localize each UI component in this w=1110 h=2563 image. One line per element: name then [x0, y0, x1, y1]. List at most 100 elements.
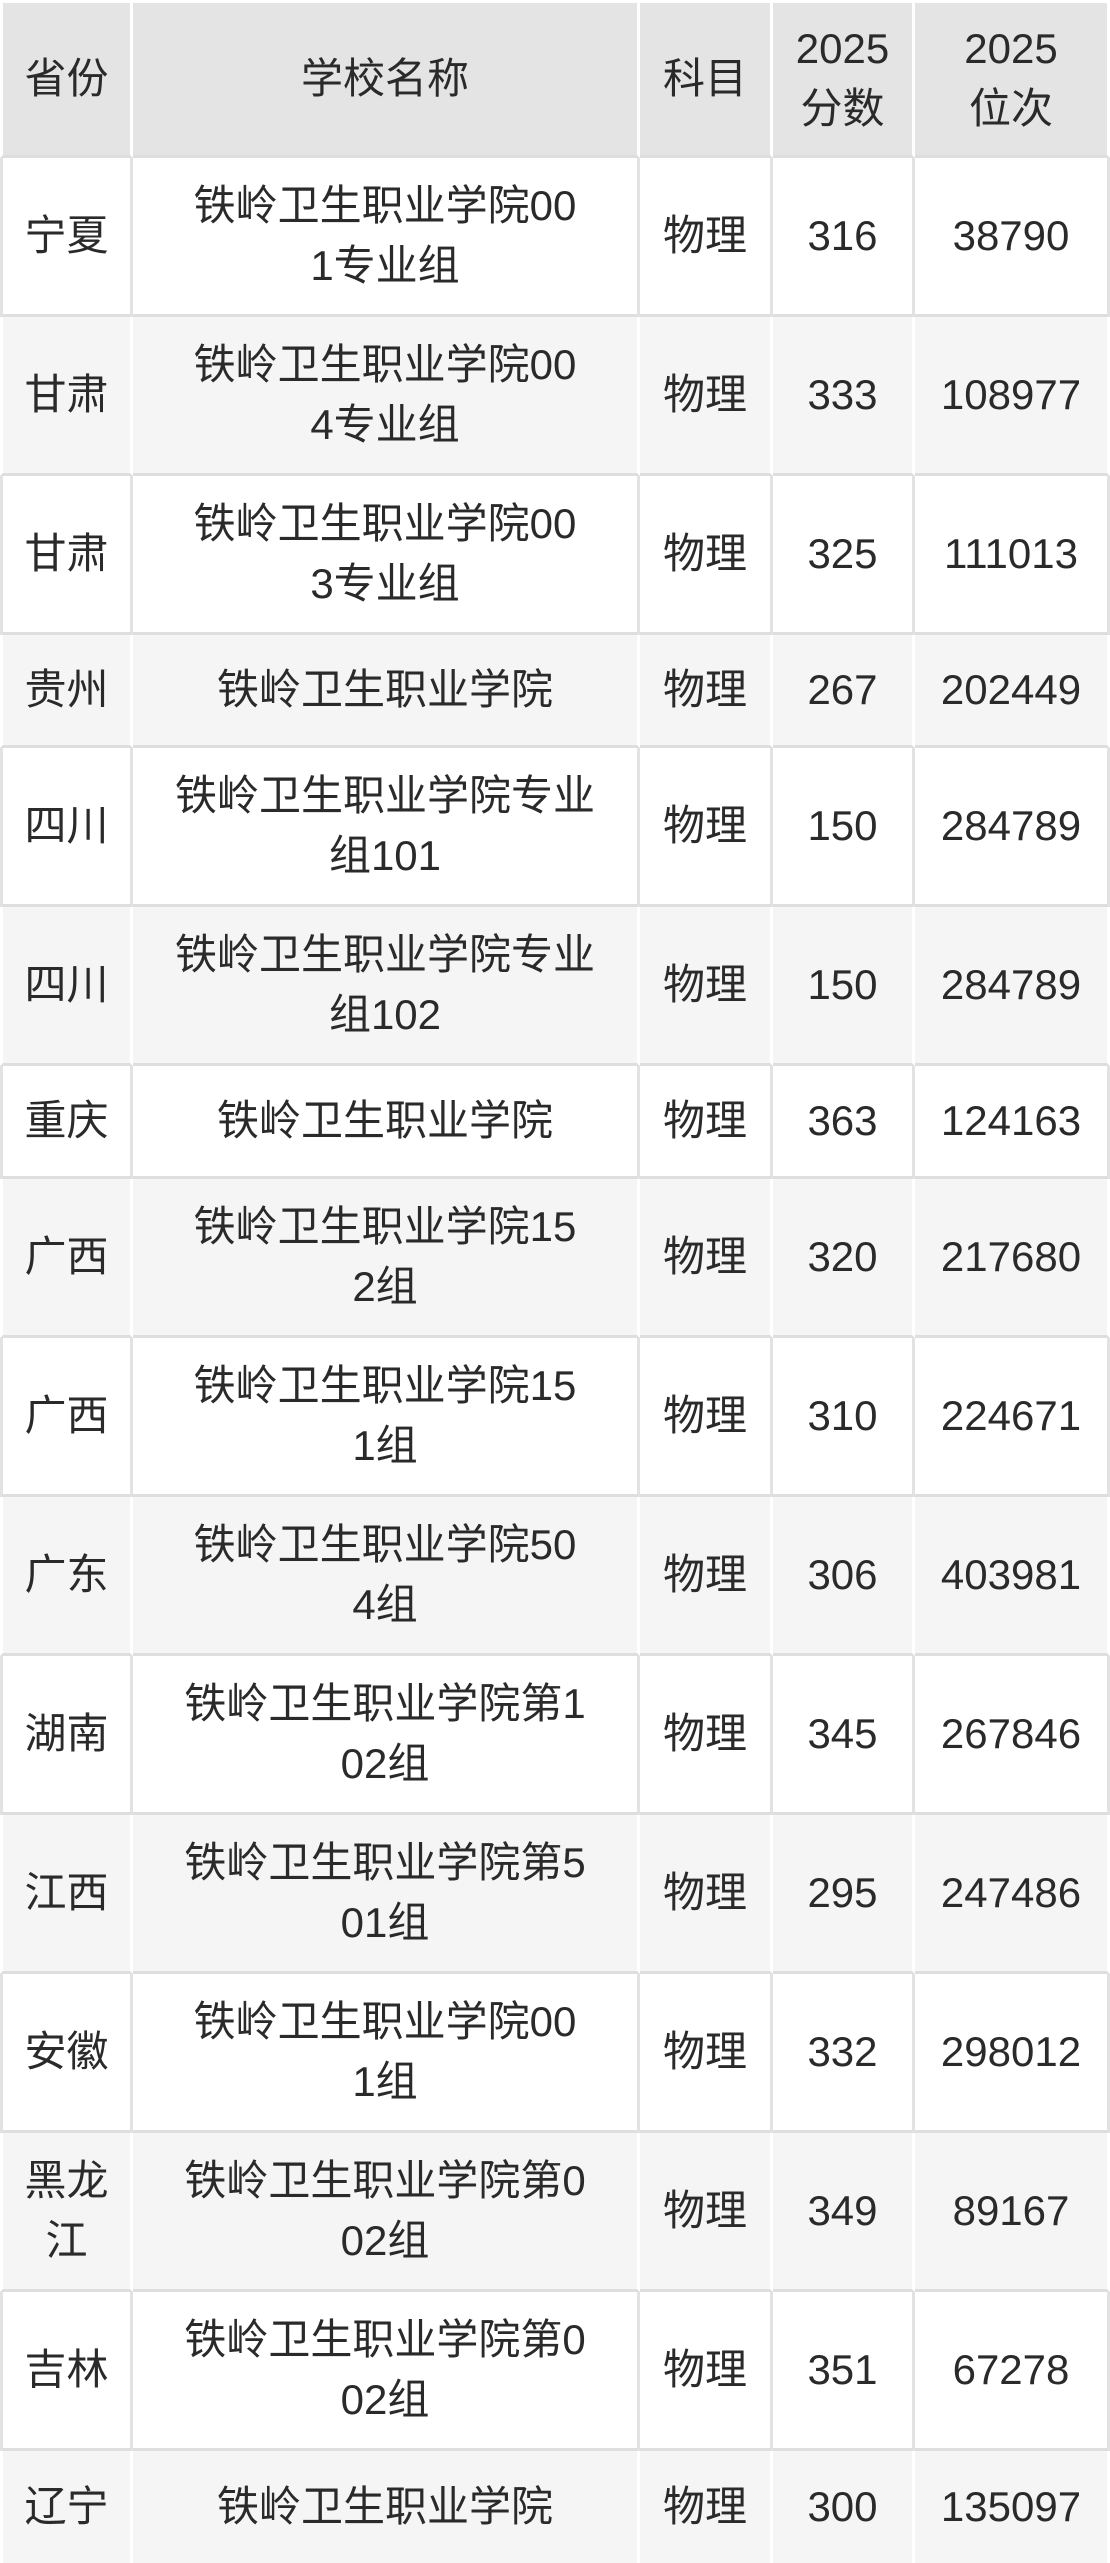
cell-school: 铁岭卫生职业学院50 4组	[133, 1497, 640, 1656]
cell-subject: 物理	[640, 2451, 773, 2563]
cell-subject: 物理	[640, 748, 773, 907]
cell-score: 332	[773, 1974, 915, 2133]
cell-rank: 284789	[915, 748, 1110, 907]
cell-score: 325	[773, 476, 915, 635]
cell-school: 铁岭卫生职业学院00 1专业组	[133, 158, 640, 317]
table-row: 四川 铁岭卫生职业学院专业 组101 物理 150 284789	[0, 748, 1110, 907]
cell-subject: 物理	[640, 1179, 773, 1338]
cell-rank: 89167	[915, 2133, 1110, 2292]
table-header-row: 省份 学校名称 科目 2025 分数 2025 位次	[0, 0, 1110, 158]
cell-rank: 108977	[915, 317, 1110, 476]
cell-rank: 224671	[915, 1338, 1110, 1497]
cell-province: 四川	[0, 907, 133, 1066]
table-row: 江西 铁岭卫生职业学院第5 01组 物理 295 247486	[0, 1815, 1110, 1974]
cell-score: 310	[773, 1338, 915, 1497]
cell-school: 铁岭卫生职业学院第5 01组	[133, 1815, 640, 1974]
table-row: 辽宁 铁岭卫生职业学院 物理 300 135097	[0, 2451, 1110, 2563]
cell-school: 铁岭卫生职业学院第0 02组	[133, 2133, 640, 2292]
cell-subject: 物理	[640, 2133, 773, 2292]
cell-rank: 217680	[915, 1179, 1110, 1338]
cell-province: 吉林	[0, 2292, 133, 2451]
table-body: 宁夏 铁岭卫生职业学院00 1专业组 物理 316 38790 甘肃 铁岭卫生职业学院00 …	[0, 158, 1110, 2563]
cell-score: 150	[773, 748, 915, 907]
cell-rank: 38790	[915, 158, 1110, 317]
cell-school: 铁岭卫生职业学院专业 组101	[133, 748, 640, 907]
cell-school: 铁岭卫生职业学院15 2组	[133, 1179, 640, 1338]
cell-rank: 298012	[915, 1974, 1110, 2133]
cell-province: 广西	[0, 1179, 133, 1338]
cell-province: 江西	[0, 1815, 133, 1974]
table-row: 广西 铁岭卫生职业学院15 2组 物理 320 217680	[0, 1179, 1110, 1338]
header-cell-province: 省份	[0, 0, 133, 158]
table-row: 安徽 铁岭卫生职业学院00 1组 物理 332 298012	[0, 1974, 1110, 2133]
cell-school: 铁岭卫生职业学院第1 02组	[133, 1656, 640, 1815]
cell-school: 铁岭卫生职业学院00 4专业组	[133, 317, 640, 476]
table-row: 甘肃 铁岭卫生职业学院00 4专业组 物理 333 108977	[0, 317, 1110, 476]
cell-rank: 111013	[915, 476, 1110, 635]
table-row: 广西 铁岭卫生职业学院15 1组 物理 310 224671	[0, 1338, 1110, 1497]
cell-rank: 284789	[915, 907, 1110, 1066]
cell-province: 辽宁	[0, 2451, 133, 2563]
header-cell-score: 2025 分数	[773, 0, 915, 158]
table-row: 重庆 铁岭卫生职业学院 物理 363 124163	[0, 1066, 1110, 1179]
table-row: 广东 铁岭卫生职业学院50 4组 物理 306 403981	[0, 1497, 1110, 1656]
cell-school: 铁岭卫生职业学院专业 组102	[133, 907, 640, 1066]
cell-rank: 135097	[915, 2451, 1110, 2563]
cell-province: 广东	[0, 1497, 133, 1656]
cell-school: 铁岭卫生职业学院15 1组	[133, 1338, 640, 1497]
cell-subject: 物理	[640, 2292, 773, 2451]
cell-subject: 物理	[640, 1066, 773, 1179]
cell-province: 湖南	[0, 1656, 133, 1815]
cell-school: 铁岭卫生职业学院	[133, 635, 640, 748]
cell-school: 铁岭卫生职业学院00 3专业组	[133, 476, 640, 635]
cell-subject: 物理	[640, 1497, 773, 1656]
cell-province: 宁夏	[0, 158, 133, 317]
cell-province: 四川	[0, 748, 133, 907]
cell-province: 重庆	[0, 1066, 133, 1179]
cell-province: 贵州	[0, 635, 133, 748]
cell-rank: 202449	[915, 635, 1110, 748]
cell-school: 铁岭卫生职业学院第0 02组	[133, 2292, 640, 2451]
cell-rank: 247486	[915, 1815, 1110, 1974]
cell-score: 295	[773, 1815, 915, 1974]
cell-score: 333	[773, 317, 915, 476]
table-row: 吉林 铁岭卫生职业学院第0 02组 物理 351 67278	[0, 2292, 1110, 2451]
cell-province: 黑龙 江	[0, 2133, 133, 2292]
header-cell-subject: 科目	[640, 0, 773, 158]
header-cell-rank: 2025 位次	[915, 0, 1110, 158]
cell-school: 铁岭卫生职业学院00 1组	[133, 1974, 640, 2133]
table-row: 宁夏 铁岭卫生职业学院00 1专业组 物理 316 38790	[0, 158, 1110, 317]
cell-subject: 物理	[640, 476, 773, 635]
cell-subject: 物理	[640, 1974, 773, 2133]
cell-rank: 267846	[915, 1656, 1110, 1815]
cell-score: 300	[773, 2451, 915, 2563]
cell-score: 345	[773, 1656, 915, 1815]
cell-province: 广西	[0, 1338, 133, 1497]
cell-score: 349	[773, 2133, 915, 2292]
cell-subject: 物理	[640, 1338, 773, 1497]
cell-subject: 物理	[640, 317, 773, 476]
cell-score: 351	[773, 2292, 915, 2451]
cell-score: 150	[773, 907, 915, 1066]
header-cell-school: 学校名称	[133, 0, 640, 158]
cell-score: 306	[773, 1497, 915, 1656]
cell-rank: 403981	[915, 1497, 1110, 1656]
cell-province: 安徽	[0, 1974, 133, 2133]
cell-rank: 67278	[915, 2292, 1110, 2451]
table-row: 贵州 铁岭卫生职业学院 物理 267 202449	[0, 635, 1110, 748]
cell-score: 320	[773, 1179, 915, 1338]
table-row: 甘肃 铁岭卫生职业学院00 3专业组 物理 325 111013	[0, 476, 1110, 635]
cell-subject: 物理	[640, 1815, 773, 1974]
cell-score: 267	[773, 635, 915, 748]
cell-school: 铁岭卫生职业学院	[133, 2451, 640, 2563]
cell-subject: 物理	[640, 158, 773, 317]
cell-rank: 124163	[915, 1066, 1110, 1179]
cell-province: 甘肃	[0, 476, 133, 635]
cell-province: 甘肃	[0, 317, 133, 476]
cell-score: 316	[773, 158, 915, 317]
table-row: 四川 铁岭卫生职业学院专业 组102 物理 150 284789	[0, 907, 1110, 1066]
cell-subject: 物理	[640, 635, 773, 748]
table-row: 黑龙 江铁岭卫生职业学院第0 02组 物理 349 89167	[0, 2133, 1110, 2292]
cell-school: 铁岭卫生职业学院	[133, 1066, 640, 1179]
